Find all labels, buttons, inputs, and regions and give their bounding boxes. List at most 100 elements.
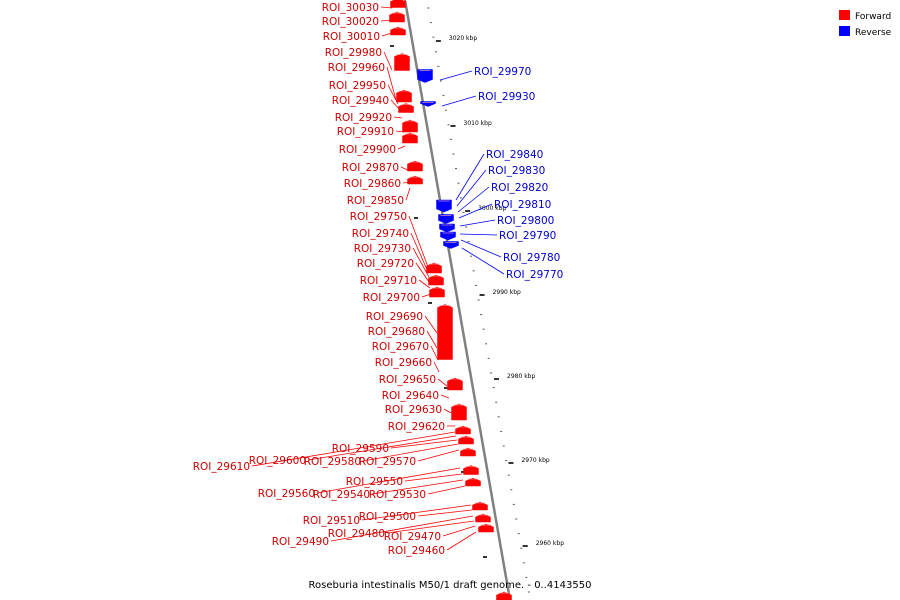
leader-line (386, 520, 475, 534)
feature-label[interactable]: ROI_29480 (328, 528, 385, 540)
leader-line (397, 145, 406, 150)
feature-label[interactable]: ROI_29940 (332, 95, 389, 107)
feature-label[interactable]: ROI_29720 (357, 258, 414, 270)
feature-label[interactable]: ROI_29910 (337, 126, 394, 138)
feature-label[interactable]: ROI_29900 (339, 144, 396, 156)
feature-label[interactable]: ROI_29730 (354, 243, 411, 255)
feature-label[interactable]: ROI_29660 (375, 357, 432, 369)
feature-label[interactable]: ROI_29970 (474, 66, 531, 78)
feature-label[interactable]: ROI_29670 (372, 341, 429, 353)
feature-label[interactable]: ROI_29830 (488, 165, 545, 177)
leader-line (457, 186, 490, 213)
feature-label[interactable]: ROI_29920 (335, 112, 392, 124)
feature-label[interactable]: ROI_29750 (350, 211, 407, 223)
feature-label[interactable]: ROI_29590 (332, 443, 389, 455)
feature-label[interactable]: ROI_29690 (366, 311, 423, 323)
leader-line (417, 509, 473, 517)
feature-label[interactable]: ROI_29710 (360, 275, 417, 287)
feature-label[interactable]: ROI_30010 (323, 31, 380, 43)
leader-line (437, 378, 448, 387)
feature-label[interactable]: ROI_29860 (344, 178, 401, 190)
forward-feature-block[interactable] (447, 377, 463, 391)
forward-feature-block[interactable] (478, 523, 494, 533)
leader-line (380, 19, 393, 22)
forward-feature-block[interactable] (394, 53, 410, 71)
forward-feature-block[interactable] (390, 0, 406, 8)
leader-line (418, 279, 431, 289)
feature-label[interactable]: ROI_29610 (193, 461, 250, 473)
forward-feature-block[interactable] (465, 477, 481, 487)
feature-label[interactable]: ROI_29490 (272, 536, 329, 548)
feature-label[interactable]: ROI_30020 (322, 16, 379, 28)
feature-label[interactable]: ROI_29800 (497, 215, 554, 227)
feature-label[interactable]: ROI_29960 (328, 62, 385, 74)
feature-label[interactable]: ROI_29630 (385, 404, 442, 416)
feature-label[interactable]: ROI_29580 (304, 456, 361, 468)
feature-label[interactable]: ROI_29470 (384, 531, 441, 543)
feature-label[interactable]: ROI_30030 (322, 2, 379, 14)
forward-feature-block[interactable] (396, 89, 412, 103)
forward-feature-block[interactable] (496, 591, 512, 600)
feature-label[interactable]: ROI_29460 (388, 545, 445, 557)
leader-line (405, 187, 411, 201)
leader-line (443, 408, 452, 414)
forward-feature-block[interactable] (390, 26, 406, 36)
forward-feature-block[interactable] (460, 447, 476, 457)
legend-forward-swatch (839, 10, 850, 20)
feature-label[interactable]: ROI_29810 (494, 199, 551, 211)
kbp-tick-label: 2960 kbp (536, 540, 564, 547)
feature-label[interactable]: ROI_29980 (325, 47, 382, 59)
feature-label[interactable]: ROI_29570 (359, 456, 416, 468)
forward-feature-block[interactable] (472, 501, 488, 511)
feature-label[interactable]: ROI_29700 (363, 292, 420, 304)
reverse-feature-block[interactable] (439, 223, 455, 233)
forward-feature-block[interactable] (463, 465, 479, 475)
forward-feature-block[interactable] (426, 262, 442, 274)
forward-feature-block[interactable] (455, 425, 471, 435)
reverse-feature-block[interactable] (440, 231, 456, 241)
feature-label[interactable]: ROI_29740 (352, 228, 409, 240)
forward-feature-block[interactable] (402, 132, 418, 144)
forward-feature-block[interactable] (437, 304, 453, 360)
leader-line (433, 361, 440, 373)
feature-label[interactable]: ROI_29540 (313, 489, 370, 501)
feature-label[interactable]: ROI_29770 (506, 269, 563, 281)
feature-label[interactable]: ROI_29510 (303, 515, 360, 527)
forward-feature-block[interactable] (402, 119, 418, 133)
reverse-feature-block[interactable] (436, 199, 452, 213)
feature-label[interactable]: ROI_29680 (368, 326, 425, 338)
feature-label[interactable]: ROI_29870 (342, 162, 399, 174)
feature-label[interactable]: ROI_29500 (359, 511, 416, 523)
leader-line (395, 130, 405, 133)
feature-label[interactable]: ROI_29840 (486, 149, 543, 161)
feature-label[interactable]: ROI_29530 (369, 489, 426, 501)
feature-label[interactable]: ROI_29930 (478, 91, 535, 103)
reverse-feature-block[interactable] (438, 214, 454, 224)
forward-feature-block[interactable] (428, 274, 444, 286)
leader-line (446, 531, 477, 551)
forward-feature-block[interactable] (458, 435, 474, 445)
forward-feature-block[interactable] (475, 513, 491, 523)
tick-layer: 3020 kbp 3010 kbp 3000 kbp 2990 kbp 2980 kbp… (390, 7, 564, 593)
feature-label[interactable]: ROI_29950 (329, 80, 386, 92)
leader-line (442, 525, 476, 537)
feature-label[interactable]: ROI_29780 (503, 252, 560, 264)
feature-label[interactable]: ROI_29640 (382, 390, 439, 402)
forward-feature-block[interactable] (429, 286, 445, 298)
feature-label[interactable]: ROI_29820 (491, 182, 548, 194)
forward-feature-block[interactable] (398, 103, 414, 113)
reverse-feature-block[interactable] (443, 241, 459, 249)
feature-label[interactable]: ROI_29560 (258, 488, 315, 500)
forward-feature-block[interactable] (389, 11, 405, 23)
feature-label[interactable]: ROI_29600 (249, 455, 306, 467)
forward-feature-block[interactable] (451, 403, 467, 421)
feature-label[interactable]: ROI_29620 (388, 421, 445, 433)
feature-label[interactable]: ROI_29650 (379, 374, 436, 386)
leader-line (387, 84, 399, 105)
forward-feature-block[interactable] (407, 160, 423, 172)
feature-label[interactable]: ROI_29550 (346, 476, 403, 488)
reverse-feature-block[interactable] (417, 69, 433, 83)
feature-label[interactable]: ROI_29790 (499, 230, 556, 242)
forward-feature-block[interactable] (407, 175, 423, 185)
feature-label[interactable]: ROI_29850 (347, 195, 404, 207)
